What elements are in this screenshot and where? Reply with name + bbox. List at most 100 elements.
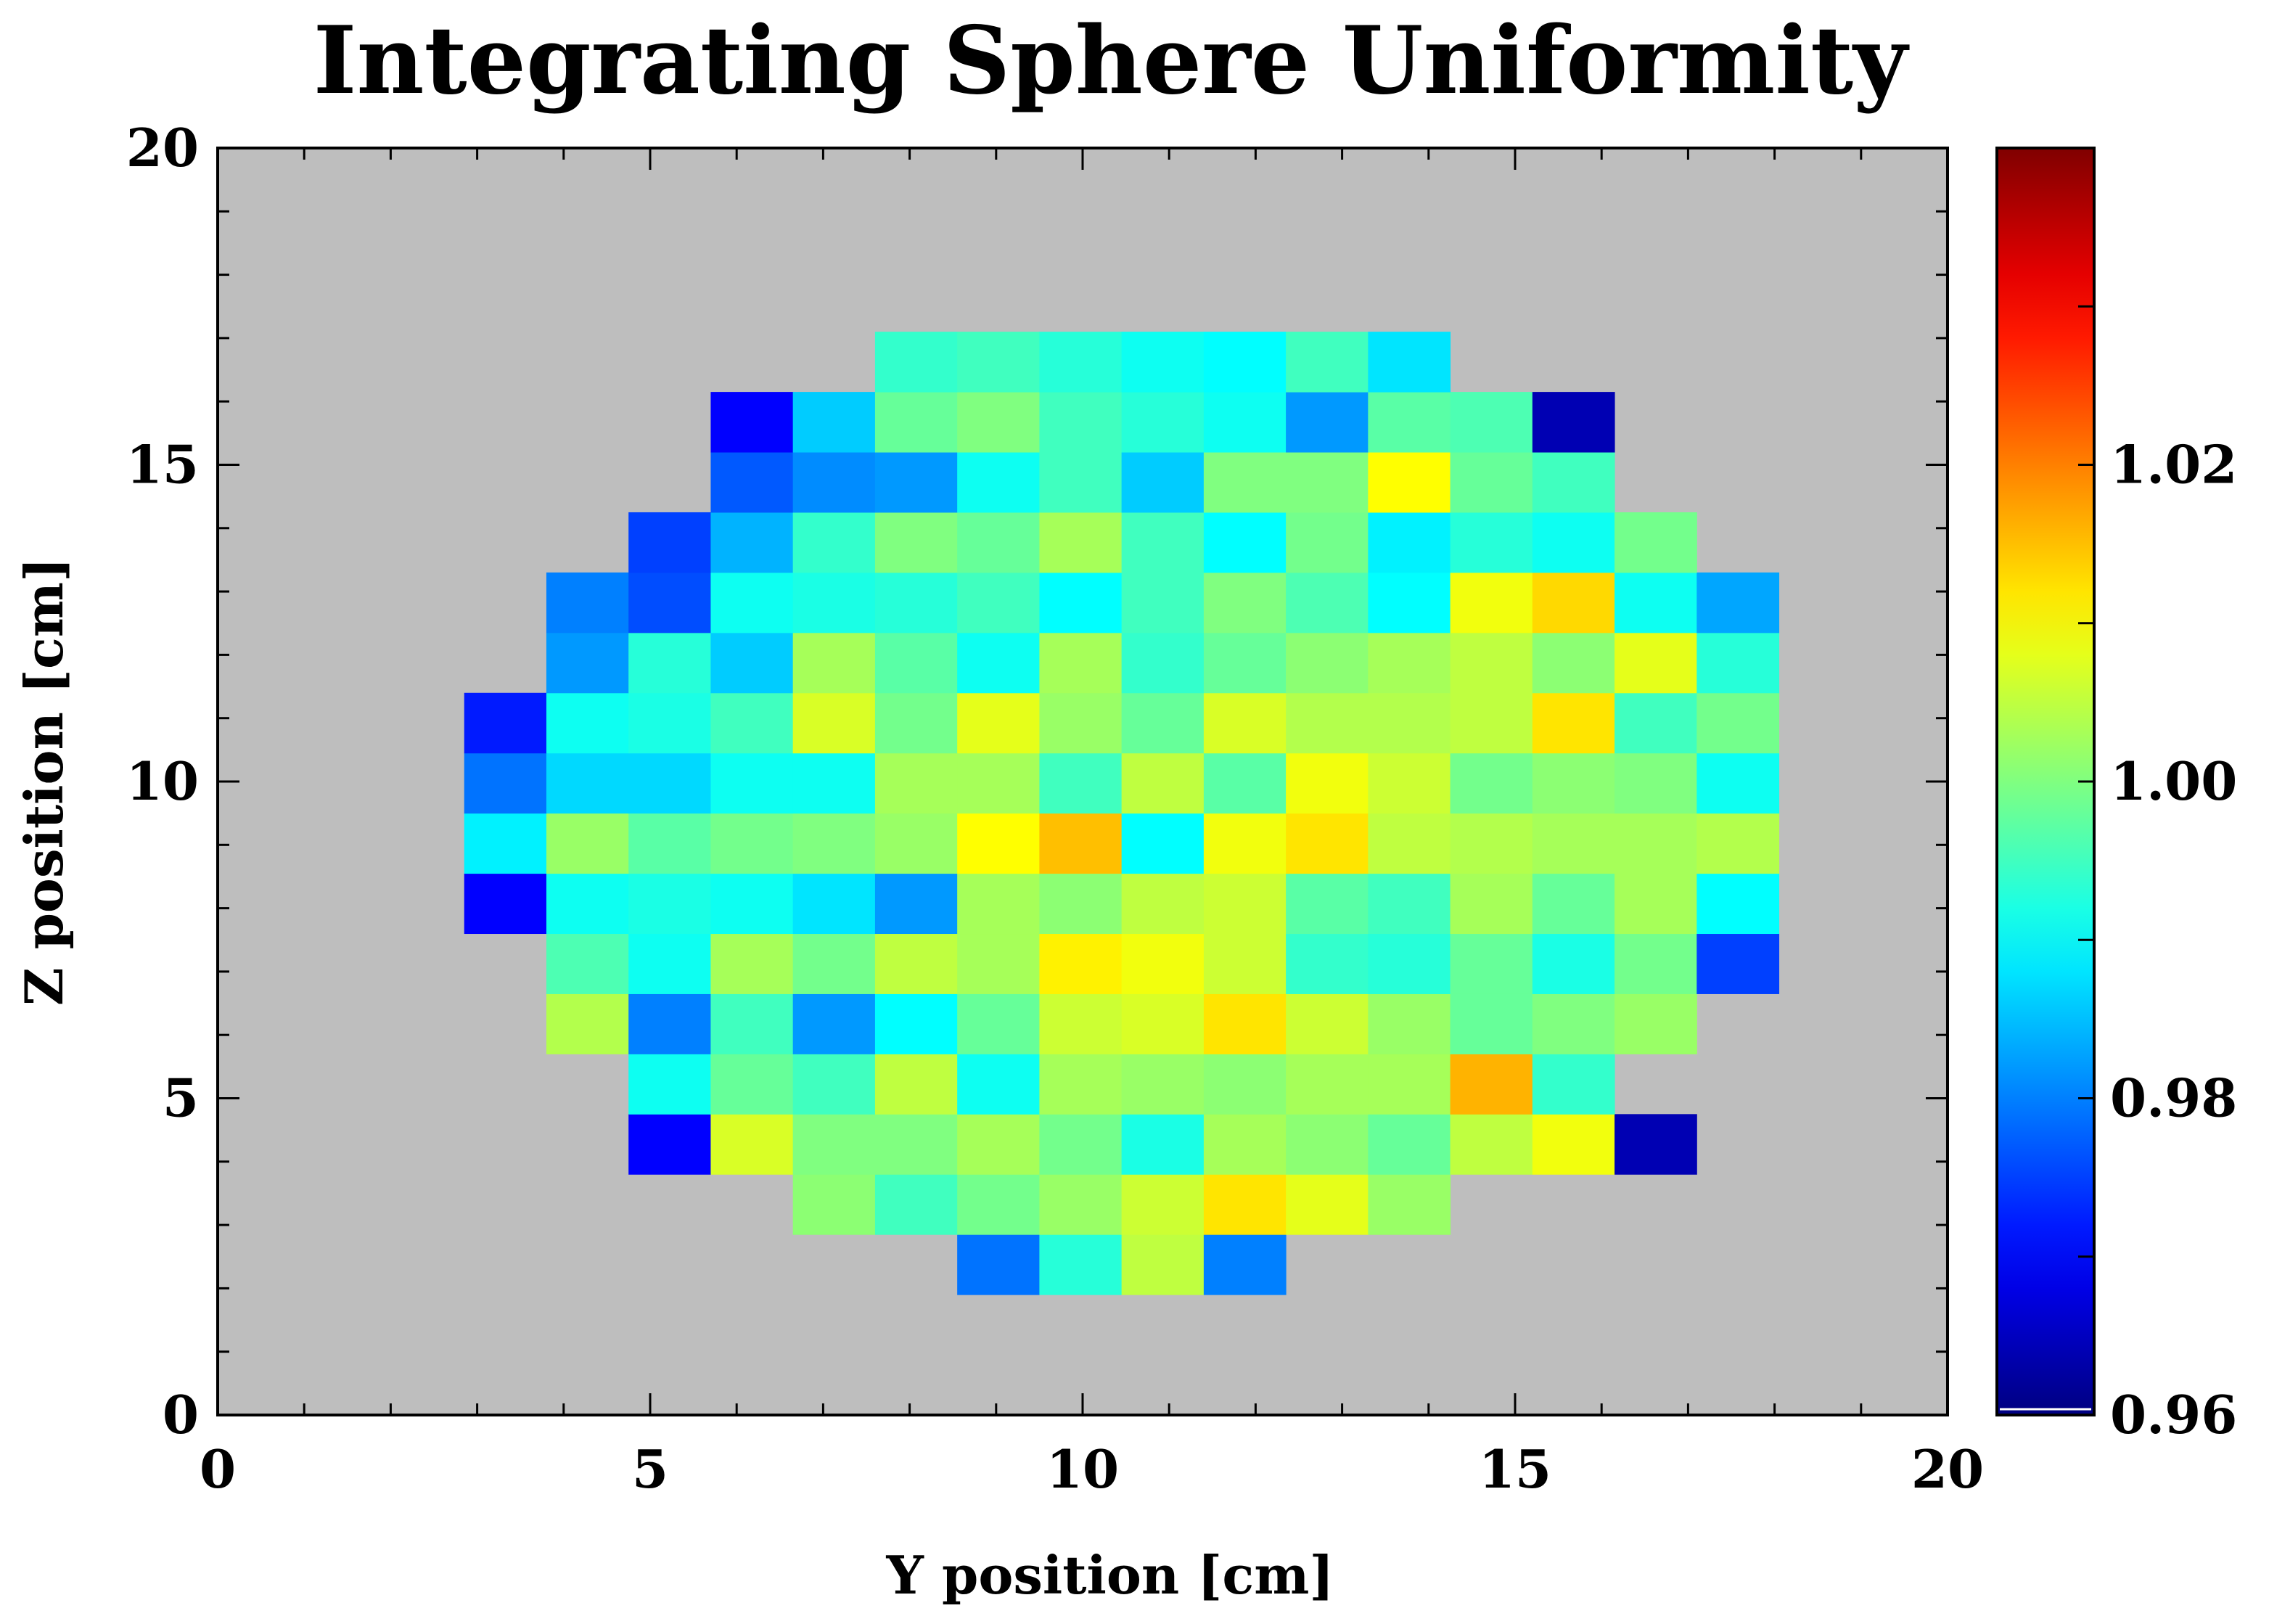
heatmap-cell: [792, 632, 876, 694]
heatmap-cell: [1039, 752, 1123, 814]
heatmap-cell: [464, 873, 547, 935]
heatmap-cell: [1286, 692, 1369, 754]
heatmap-cell: [546, 572, 629, 633]
heatmap-cell: [1039, 873, 1123, 935]
heatmap-cell: [1368, 1114, 1451, 1175]
heatmap-cell: [792, 1054, 876, 1115]
heatmap-cell: [1450, 873, 1533, 935]
heatmap-cell: [1450, 1114, 1533, 1175]
heatmap-cell: [1039, 1054, 1123, 1115]
heatmap-cell: [1121, 632, 1205, 694]
heatmap-cell: [628, 993, 711, 1054]
heatmap-cell: [1039, 1174, 1123, 1235]
heatmap-cell: [874, 1174, 958, 1235]
heatmap-cell: [1696, 632, 1780, 694]
heatmap-cell: [874, 512, 958, 573]
heatmap-cell: [792, 512, 876, 573]
heatmap-cell: [792, 1114, 876, 1175]
heatmap-cell: [792, 813, 876, 874]
heatmap-cell: [1039, 452, 1123, 513]
heatmap-cell: [874, 632, 958, 694]
heatmap-cell: [1121, 452, 1205, 513]
heatmap-cell: [1203, 993, 1287, 1054]
heatmap-cell: [792, 993, 876, 1054]
heatmap-cell: [1450, 1054, 1533, 1115]
heatmap-cell: [1450, 993, 1533, 1054]
heatmap-cell: [1614, 572, 1697, 633]
heatmap-cell: [1286, 572, 1369, 633]
heatmap-cell: [1614, 1114, 1697, 1175]
x-tick-label: 0: [200, 1438, 236, 1500]
heatmap-cell: [957, 1054, 1040, 1115]
heatmap-cell: [1121, 1114, 1205, 1175]
heatmap-cell: [710, 873, 794, 935]
heatmap-cell: [957, 752, 1040, 814]
heatmap-cell: [1039, 572, 1123, 633]
heatmap-cell: [1368, 332, 1451, 393]
y-tick-label: 15: [126, 434, 199, 496]
heatmap-cell: [1286, 452, 1369, 513]
heatmap-cell: [1368, 1174, 1451, 1235]
heatmap-cell: [628, 933, 711, 994]
heatmap-cell: [710, 452, 794, 513]
heatmap-cell: [546, 692, 629, 754]
x-tick-labels: 0 5 10 15 20: [200, 1438, 1984, 1500]
heatmap-cell: [546, 752, 629, 814]
heatmap-cell: [957, 1234, 1040, 1295]
heatmap-cell: [874, 452, 958, 513]
heatmap-cell: [1532, 692, 1615, 754]
heatmap-cell: [546, 813, 629, 874]
x-tick-label: 15: [1479, 1438, 1551, 1500]
y-tick-label: 5: [163, 1067, 199, 1129]
heatmap-cell: [874, 1054, 958, 1115]
heatmap-cell: [1614, 873, 1697, 935]
chart-title: Integrating Sphere Uniformity: [313, 7, 1911, 115]
heatmap-cell: [957, 572, 1040, 633]
heatmap-cell: [1203, 1174, 1287, 1235]
heatmap-cell: [874, 692, 958, 754]
heatmap-cell: [1286, 873, 1369, 935]
heatmap-cell: [1286, 1054, 1369, 1115]
heatmap-cell: [957, 392, 1040, 453]
heatmap-cell: [957, 632, 1040, 694]
heatmap-cell: [1039, 332, 1123, 393]
heatmap-cell: [1121, 1234, 1205, 1295]
heatmap-cell: [1368, 1054, 1451, 1115]
heatmap-cell: [1368, 452, 1451, 513]
heatmap-cell: [1203, 933, 1287, 994]
heatmap-cell: [1450, 392, 1533, 453]
heatmap-cell: [1614, 632, 1697, 694]
heatmap-cell: [1203, 873, 1287, 935]
y-axis-label: Z position [cm]: [13, 557, 75, 1006]
heatmap-cell: [1286, 1174, 1369, 1235]
heatmap-cell: [1368, 512, 1451, 573]
heatmap-cell: [710, 692, 794, 754]
heatmap-cell: [710, 512, 794, 573]
heatmap-cell: [792, 452, 876, 513]
heatmap-cell: [874, 1114, 958, 1175]
heatmap-cell: [874, 933, 958, 994]
heatmap-cell: [1368, 572, 1451, 633]
heatmap-cell: [710, 813, 794, 874]
heatmap-cell: [1696, 752, 1780, 814]
colorbar-tick-labels: 0.96 0.98 1.00 1.02: [2110, 434, 2237, 1446]
heatmap-cell: [710, 392, 794, 453]
heatmap-cell: [1368, 993, 1451, 1054]
heatmap-cell: [1121, 332, 1205, 393]
heatmap-cell: [1532, 873, 1615, 935]
heatmap-cell: [628, 1114, 711, 1175]
heatmap-cell: [1532, 512, 1615, 573]
heatmap-cell: [957, 332, 1040, 393]
colorbar-ticks: [2000, 305, 2094, 1411]
heatmap-cell: [792, 572, 876, 633]
heatmap-cell: [1368, 933, 1451, 994]
heatmap-cell: [1368, 392, 1451, 453]
heatmap-cell: [874, 813, 958, 874]
heatmap-cell: [1696, 873, 1780, 935]
heatmap-cell: [1532, 752, 1615, 814]
heatmap-cell: [1203, 332, 1287, 393]
heatmap-cell: [1450, 813, 1533, 874]
heatmap-cell: [628, 1054, 711, 1115]
heatmap-cell: [1286, 632, 1369, 694]
heatmap-cell: [1532, 632, 1615, 694]
